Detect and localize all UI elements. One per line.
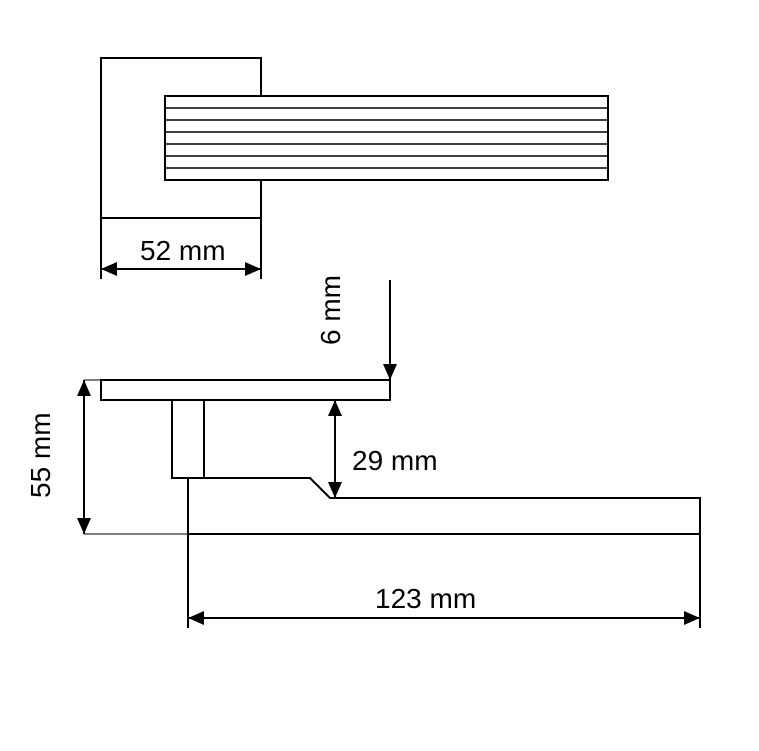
dim-label-55mm: 55 mm [25, 412, 56, 498]
technical-drawing: 52 mm 6 mm 29 mm 55 mm 123 mm [0, 0, 759, 751]
side-view-spindle [172, 400, 204, 478]
dim-label-29mm: 29 mm [352, 445, 438, 476]
side-view-plate [101, 380, 390, 400]
side-view-lever [188, 478, 700, 534]
dim-label-52mm: 52 mm [140, 235, 226, 266]
dim-label-123mm: 123 mm [375, 583, 476, 614]
dim-label-6mm: 6 mm [315, 275, 346, 345]
